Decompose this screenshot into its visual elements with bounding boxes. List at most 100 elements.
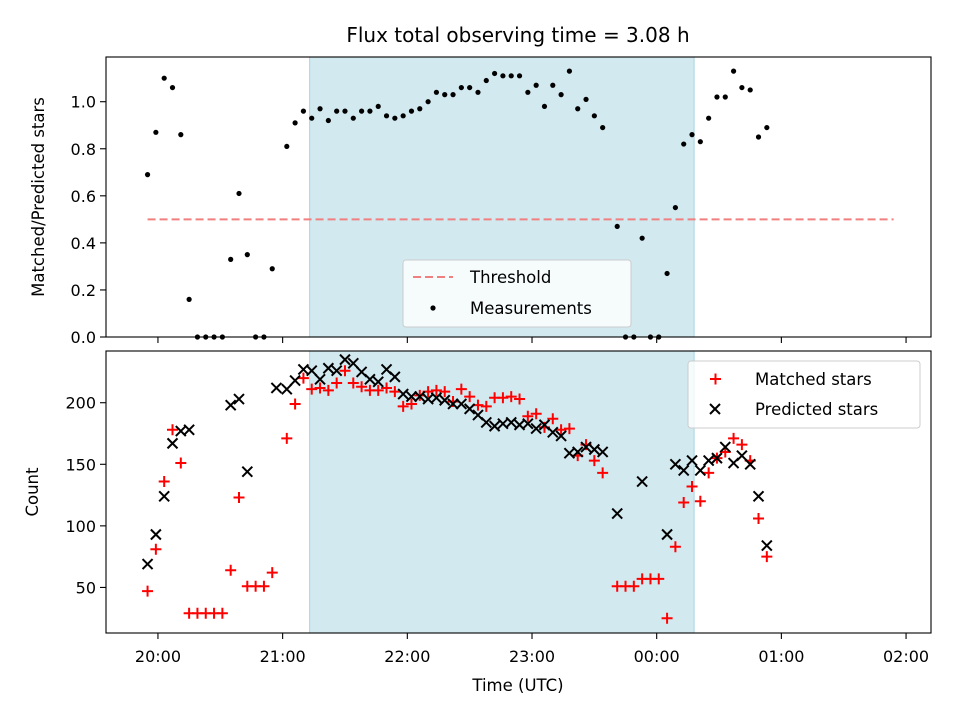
legend-measurements-swatch [430,305,436,311]
measurement-point [383,113,390,119]
bottom-x-axis: 20:00 21:00 22:00 23:00 00:00 01:00 02:00 [135,633,929,666]
matched-star-marker [306,383,318,395]
matched-star-marker [339,365,351,377]
shaded-region [309,351,695,633]
measurement-point [516,73,523,79]
matched-star-marker [736,439,748,451]
y-tick-label: 0.6 [71,187,96,206]
measurement-point [575,106,581,112]
measurement-point [689,132,695,138]
measurement-point [492,70,498,77]
matched-star-marker [266,567,278,579]
measurement-point [317,106,323,112]
measurement-point [359,108,365,114]
measurement-point [730,68,737,74]
predicted-star-marker [141,558,154,570]
predicted-star-marker [339,353,351,366]
matched-star-marker [233,492,245,504]
measurement-point [169,84,176,91]
matched-star-marker [653,573,665,585]
matched-star-marker [322,384,334,396]
bottom-plot-frame [105,350,932,634]
predicted-star-marker [555,430,567,442]
predicted-star-marker [702,454,715,467]
legend-matched-swatch [710,373,721,385]
y-tick-label: 0.2 [71,281,96,300]
measurement-point [400,113,406,119]
matched-star-marker [381,382,393,394]
bottom-observing-window [309,351,695,633]
predicted-star-marker [322,362,335,374]
measurement-point [269,266,275,272]
predicted-star-marker [661,528,673,541]
measurement-point [541,103,548,110]
measurement-point [244,252,250,258]
predicted-star-marker [719,441,731,453]
measurement-point [583,96,589,102]
matched-star-marker [563,423,575,435]
measurement-point [550,82,556,88]
predicted-star-marker [752,490,765,503]
predicted-star-marker [530,422,542,435]
measurement-point [714,94,720,100]
matched-star-marker [347,377,359,389]
predicted-star-marker [372,376,384,388]
measurement-point [722,94,728,100]
matched-star-marker [547,413,559,425]
predicted-star-marker [744,458,756,471]
measurement-point [755,134,762,140]
measurement-point [525,89,531,95]
legend-label-measurements: Measurements [470,299,592,318]
predicted-star-marker [480,416,492,429]
measurement-point [144,172,151,178]
predicted-star-marker [439,394,451,406]
measurement-point [367,108,373,114]
matched-star-marker [753,512,765,524]
measurement-point [672,204,678,211]
matched-star-marker [497,392,509,404]
measurement-point [600,124,606,131]
matched-star-marker [678,496,690,508]
measurement-point [309,115,315,121]
matched-star-marker [686,480,698,492]
predicted-star-marker [347,357,359,370]
predicted-star-marker [183,424,195,436]
measurement-point [467,84,473,91]
measurement-point [764,124,770,131]
bottom-y-axis-label: Count [23,467,42,517]
matched-star-marker [158,476,170,488]
predicted-star-marker [270,382,283,394]
predicted-star-marker [447,398,459,410]
measurements-layer [144,68,770,340]
measurement-point [433,89,440,95]
measurement-point [706,115,712,121]
matched-star-marker [258,580,270,592]
measurement-point [639,235,645,241]
predicted-star-marker [389,371,401,383]
x-tick-label: 23:00 [509,647,555,666]
matched-star-marker [514,393,526,405]
measurement-point [664,270,670,277]
measurement-point [392,115,398,121]
predicted-star-marker [455,398,468,410]
measurement-point [458,84,464,91]
matched-star-marker [372,384,384,396]
predicted-star-marker [306,364,318,377]
top-plot-frame [105,56,932,338]
matched-star-marker [331,377,343,389]
predicted-star-marker [166,437,179,450]
y-tick-label: 100 [65,517,96,536]
matched-star-marker [216,607,228,619]
measurement-point [186,296,192,302]
measurement-point [747,87,753,93]
predicted-star-marker [678,464,690,477]
measurement-point [566,68,573,74]
matched-star-marker [430,384,442,396]
measurement-point [300,108,307,114]
matched-star-marker [297,372,309,384]
y-tick-label: 150 [65,455,96,474]
top-legend: Threshold Measurements [402,259,632,328]
x-axis-label: Time (UTC) [471,676,563,695]
predicted-star-marker [233,393,245,405]
